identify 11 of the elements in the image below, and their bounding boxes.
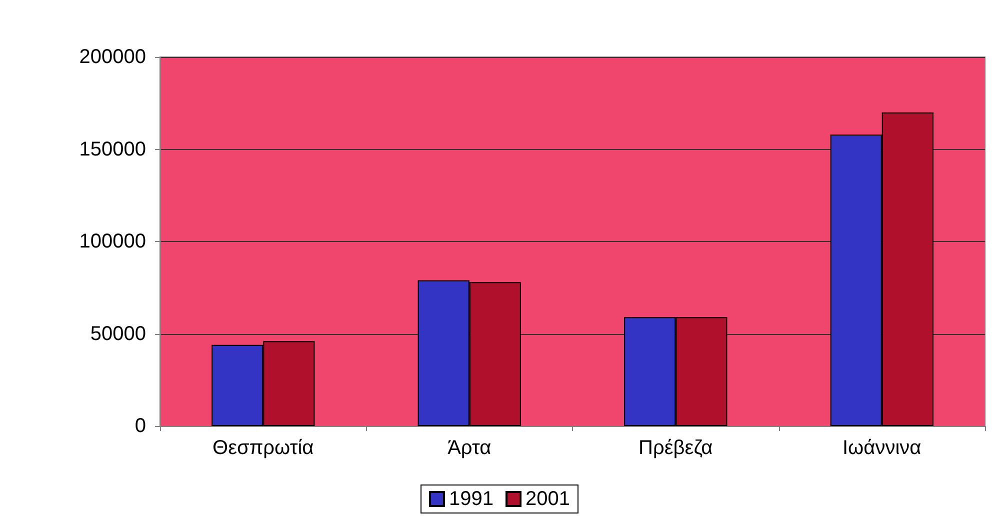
x-tick-label: Ιωάννινα (842, 437, 922, 459)
y-tick-label: 200000 (79, 46, 146, 68)
x-tick-label: Πρέβεζα (638, 437, 713, 459)
x-tick-label: Θεσπρωτία (212, 437, 314, 459)
y-tick-label: 100000 (79, 230, 146, 252)
y-tick-label: 50000 (90, 322, 146, 345)
y-tick-label: 0 (134, 415, 146, 437)
y-tick-label: 150000 (79, 138, 146, 160)
legend-label: 1991 (449, 488, 494, 510)
legend-label: 2001 (526, 488, 570, 510)
x-tick-label: Άρτα (448, 437, 492, 459)
